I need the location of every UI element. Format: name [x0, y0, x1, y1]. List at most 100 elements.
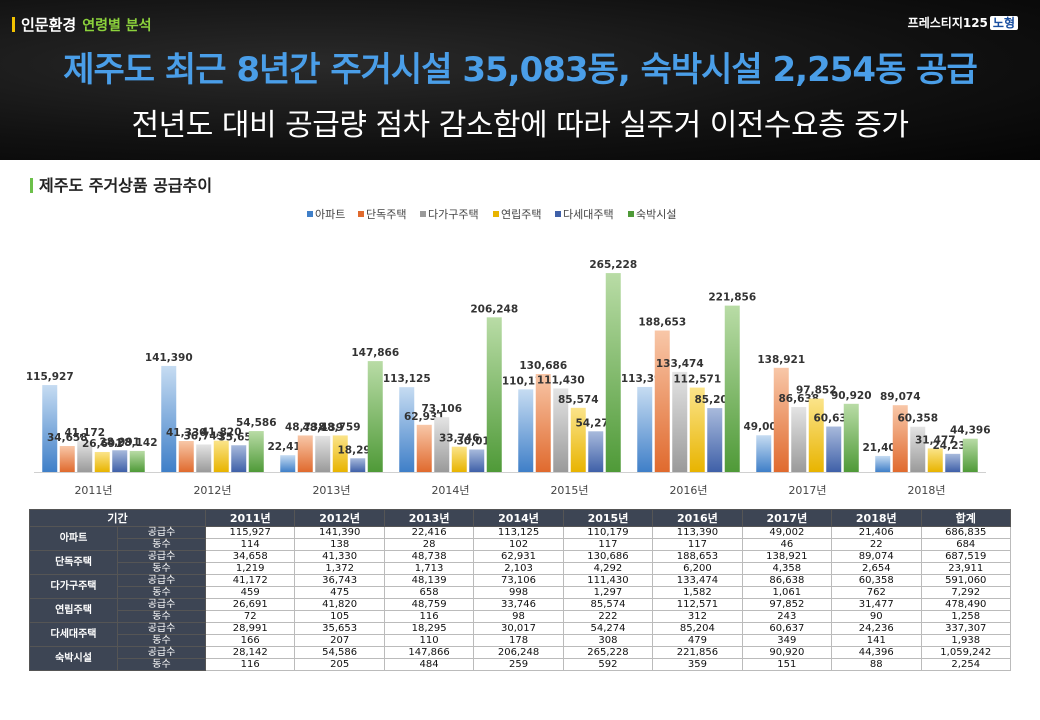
legend-swatch [358, 211, 364, 217]
bar [42, 385, 58, 472]
table-cell: 44,396 [831, 646, 922, 659]
table-header-cell: 2013년 [383, 509, 475, 527]
row-metric-cell: 공급수 [117, 622, 206, 635]
table-header-cell: 2016년 [652, 509, 743, 527]
legend-label: 숙박시설 [636, 208, 676, 221]
bar [367, 361, 383, 472]
data-label: 48,139 [302, 422, 343, 434]
bar [451, 446, 467, 472]
table-cell: 36,743 [294, 574, 385, 587]
table-cell: 7,292 [920, 586, 1011, 599]
data-label: 26,691 [82, 438, 123, 450]
bar [843, 403, 859, 472]
table-cell: 116 [204, 658, 296, 671]
row-metric-cell: 동수 [117, 610, 206, 623]
data-label: 111,430 [537, 374, 585, 386]
bar [129, 450, 145, 472]
table-cell: 2,103 [473, 562, 564, 575]
table-row: 아파트 공급수 115,927 141,390 22,416 113,125 110,179… [29, 526, 1011, 551]
table-cell: 138,921 [741, 550, 833, 563]
page-subhead: 전년도 대비 공급량 점차 감소함에 따라 실주거 이전수요층 증가 [131, 108, 909, 143]
table-cell: 73,106 [473, 574, 564, 587]
bar [910, 426, 926, 472]
table-cell: 205 [294, 658, 385, 671]
chart-title: 제주도 주거상품 공급추이 [30, 172, 212, 196]
data-label: 90,920 [831, 390, 872, 402]
chart-title-text: 제주도 주거상품 공급추이 [39, 176, 213, 195]
table-header-cell: 2011년 [204, 509, 296, 527]
data-label: 54,586 [236, 417, 277, 429]
legend-swatch [628, 211, 634, 217]
table-cell: 110 [383, 634, 475, 647]
table-cell: 222 [562, 610, 654, 623]
table-cell: 90 [831, 610, 922, 623]
table-cell: 459 [204, 586, 296, 599]
table-cell: 484 [383, 658, 475, 671]
table-cell: 243 [741, 610, 833, 623]
table-cell: 41,172 [204, 574, 296, 587]
bar [654, 330, 670, 472]
legend-label: 연립주택 [501, 208, 541, 221]
data-label: 33,746 [439, 433, 480, 445]
table-row: 동수 114 138 28 102 117 117 46 22 684 [30, 538, 1011, 551]
data-label: 41,330 [166, 427, 207, 439]
legend-swatch [420, 211, 426, 217]
data-label: 48,738 [285, 421, 326, 433]
data-label: 112,571 [673, 374, 721, 386]
table-cell: 686,835 [920, 526, 1011, 539]
table-cell: 35,653 [294, 622, 385, 635]
bar [892, 405, 908, 472]
table-row: 동수 72 105 116 98 222 312 243 90 1,258 [30, 610, 1011, 623]
table-header-cell: 2017년 [741, 509, 833, 527]
bar [808, 398, 824, 472]
table-cell: 178 [473, 634, 564, 647]
bar [399, 387, 415, 472]
table-cell: 1,713 [383, 562, 475, 575]
data-label: 28,991 [99, 436, 140, 448]
bar [231, 445, 247, 472]
table-cell: 22,416 [383, 526, 475, 539]
table-cell: 86,638 [741, 574, 833, 587]
table-cell: 112,571 [652, 598, 743, 611]
data-label: 85,574 [558, 394, 599, 406]
table-cell: 147,866 [383, 646, 475, 659]
table-cell: 48,759 [383, 598, 475, 611]
legend-label: 다가구주택 [428, 208, 479, 221]
table-row: 다가구주택 공급수 41,172 36,743 48,139 73,106 111,430 1… [29, 574, 1011, 599]
table-cell: 4,292 [562, 562, 654, 575]
table-row: 다세대주택 공급수 28,991 35,653 18,295 30,017 54,274 85… [29, 622, 1011, 647]
table-cell: 141,390 [294, 526, 385, 539]
data-label: 115,927 [26, 371, 74, 383]
table-cell: 762 [831, 586, 922, 599]
table-cell: 21,406 [831, 526, 922, 539]
table-cell: 133,474 [652, 574, 743, 587]
table-cell: 102 [473, 538, 564, 551]
table-cell: 48,738 [383, 550, 475, 563]
data-label: 34,658 [47, 432, 88, 444]
table-cell: 6,200 [652, 562, 743, 575]
table-cell: 54,274 [562, 622, 654, 635]
x-tick-label: 2015년 [550, 484, 588, 497]
x-tick-label: 2011년 [74, 484, 112, 497]
table-cell: 206,248 [473, 646, 564, 659]
table-cell: 1,258 [920, 610, 1011, 623]
bar [518, 389, 534, 472]
table-cell: 188,653 [652, 550, 743, 563]
data-label: 147,866 [351, 347, 399, 359]
table-cell: 41,820 [294, 598, 385, 611]
table-cell: 998 [473, 586, 564, 599]
legend-swatch [307, 211, 313, 217]
table-cell: 138 [294, 538, 385, 551]
table-cell: 90,920 [741, 646, 833, 659]
table-cell: 89,074 [831, 550, 922, 563]
bar [791, 407, 807, 472]
table-cell: 1,061 [741, 586, 833, 599]
row-category-cell: 다세대주택 [29, 622, 118, 647]
table-cell: 207 [294, 634, 385, 647]
table-cell: 49,002 [741, 526, 833, 539]
table-cell: 48,139 [383, 574, 475, 587]
x-tick-label: 2012년 [193, 484, 231, 497]
bar [945, 453, 961, 472]
data-label: 60,358 [897, 413, 938, 425]
brand-name: 프레스티지125 [907, 16, 988, 30]
